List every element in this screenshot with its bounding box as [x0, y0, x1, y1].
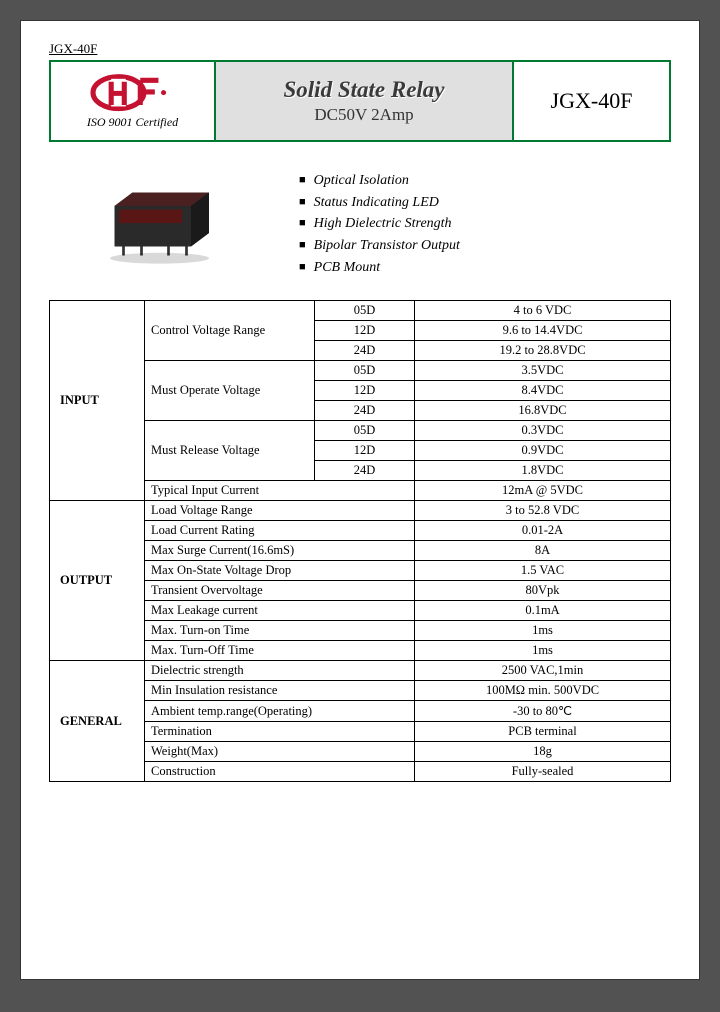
param-name: Must Operate Voltage: [145, 361, 315, 421]
section-input: INPUT: [50, 301, 145, 501]
product-subtitle: DC50V 2Amp: [314, 105, 413, 125]
title-box: ISO 9001 Certified Solid State Relay DC5…: [49, 60, 671, 142]
datasheet-page: JGX-40F ISO 9001 Certified Solid State R…: [20, 20, 700, 980]
table-row: INPUT Control Voltage Range 05D 4 to 6 V…: [50, 301, 671, 321]
feature-list: Optical Isolation Status Indicating LED …: [299, 170, 460, 278]
feature-item: High Dielectric Strength: [299, 213, 460, 235]
feature-item: Status Indicating LED: [299, 192, 460, 214]
document-header: JGX-40F: [49, 41, 671, 57]
table-row: GENERAL Dielectric strength2500 VAC,1min: [50, 661, 671, 681]
param-name: Must Release Voltage: [145, 421, 315, 481]
hero-row: Optical Isolation Status Indicating LED …: [49, 170, 671, 278]
logo-cell: ISO 9001 Certified: [51, 62, 216, 140]
title-cell: Solid State Relay DC50V 2Amp: [216, 62, 514, 140]
feature-item: PCB Mount: [299, 257, 460, 279]
param-value: 4 to 6 VDC: [415, 301, 671, 321]
section-general: GENERAL: [50, 661, 145, 782]
table-row: OUTPUT Load Voltage Range3 to 52.8 VDC: [50, 501, 671, 521]
spec-table: INPUT Control Voltage Range 05D 4 to 6 V…: [49, 300, 671, 782]
section-output: OUTPUT: [50, 501, 145, 661]
product-title: Solid State Relay: [284, 77, 445, 103]
feature-item: Bipolar Transistor Output: [299, 235, 460, 257]
feature-item: Optical Isolation: [299, 170, 460, 192]
iso-certified-text: ISO 9001 Certified: [87, 115, 178, 130]
param-name: Control Voltage Range: [145, 301, 315, 361]
hf-logo-icon: [88, 73, 178, 113]
part-number: JGX-40F: [514, 62, 669, 140]
relay-product-icon: [89, 179, 239, 269]
param-code: 05D: [315, 301, 415, 321]
